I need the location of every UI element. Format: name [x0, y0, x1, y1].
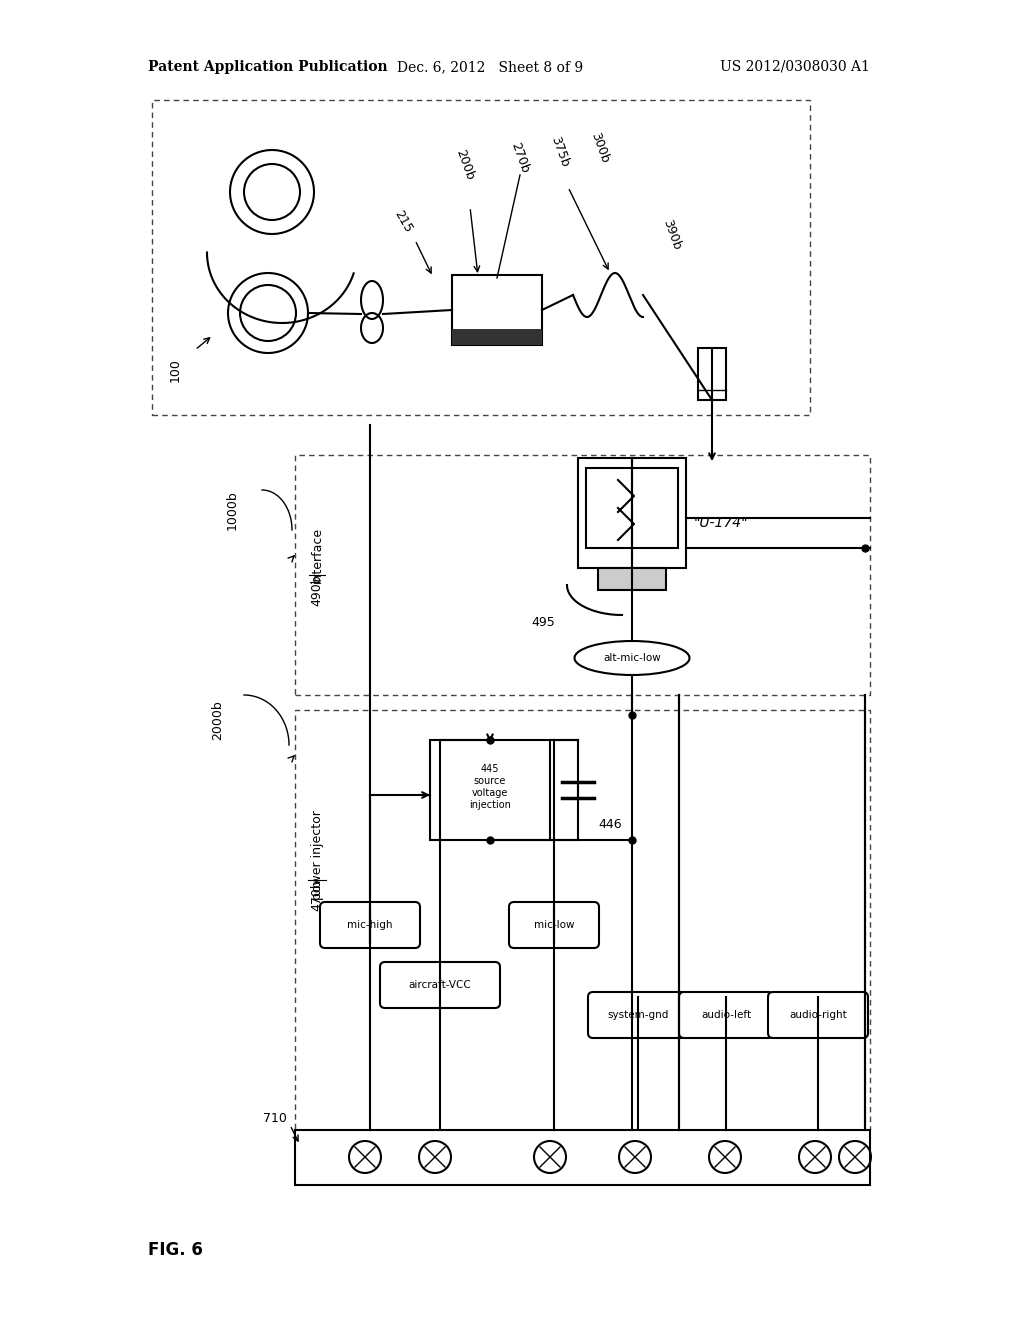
Bar: [586, 469, 678, 548]
Text: FIG. 6: FIG. 6: [148, 1241, 203, 1259]
Text: mic-low: mic-low: [534, 920, 574, 931]
Text: 2000b: 2000b: [212, 700, 224, 741]
Text: aircraft-VCC: aircraft-VCC: [409, 979, 471, 990]
Text: 270b: 270b: [509, 141, 531, 176]
Bar: [698, 348, 726, 400]
FancyBboxPatch shape: [679, 993, 773, 1038]
Text: Dec. 6, 2012   Sheet 8 of 9: Dec. 6, 2012 Sheet 8 of 9: [397, 59, 583, 74]
Text: power injector: power injector: [310, 810, 324, 900]
Text: Patent Application Publication: Patent Application Publication: [148, 59, 388, 74]
Text: alt-mic-low: alt-mic-low: [603, 653, 660, 663]
Text: 495: 495: [531, 616, 555, 630]
Bar: [452, 275, 542, 345]
Text: 1000b: 1000b: [225, 490, 239, 529]
FancyBboxPatch shape: [588, 993, 688, 1038]
FancyBboxPatch shape: [319, 902, 420, 948]
Text: audio-left: audio-left: [701, 1010, 751, 1020]
Text: voltage: voltage: [472, 788, 508, 799]
FancyBboxPatch shape: [509, 902, 599, 948]
Bar: [430, 741, 550, 840]
Text: source: source: [474, 776, 506, 785]
Text: 300b: 300b: [589, 131, 611, 165]
Text: "U-174": "U-174": [694, 516, 749, 531]
Text: 470b: 470b: [310, 879, 324, 911]
Text: audio-right: audio-right: [790, 1010, 847, 1020]
Bar: [598, 568, 666, 590]
Text: 375b: 375b: [549, 135, 571, 169]
Text: system-gnd: system-gnd: [607, 1010, 669, 1020]
Text: interface: interface: [310, 527, 324, 583]
Bar: [152, 100, 810, 414]
Text: 445: 445: [480, 764, 500, 774]
Text: 200b: 200b: [454, 148, 476, 182]
Bar: [295, 1130, 870, 1185]
Text: US 2012/0308030 A1: US 2012/0308030 A1: [720, 59, 870, 74]
Text: 390b: 390b: [660, 218, 683, 252]
Text: 490b: 490b: [310, 574, 324, 606]
FancyBboxPatch shape: [380, 962, 500, 1008]
Bar: [295, 455, 870, 696]
Text: 710: 710: [263, 1111, 287, 1125]
Text: 446: 446: [598, 818, 622, 832]
FancyBboxPatch shape: [768, 993, 868, 1038]
Text: 215: 215: [391, 209, 415, 235]
Bar: [578, 458, 686, 568]
Text: injection: injection: [469, 800, 511, 810]
Bar: [452, 329, 542, 345]
Text: mic-high: mic-high: [347, 920, 393, 931]
Text: 100: 100: [169, 358, 181, 381]
Bar: [295, 710, 870, 1130]
